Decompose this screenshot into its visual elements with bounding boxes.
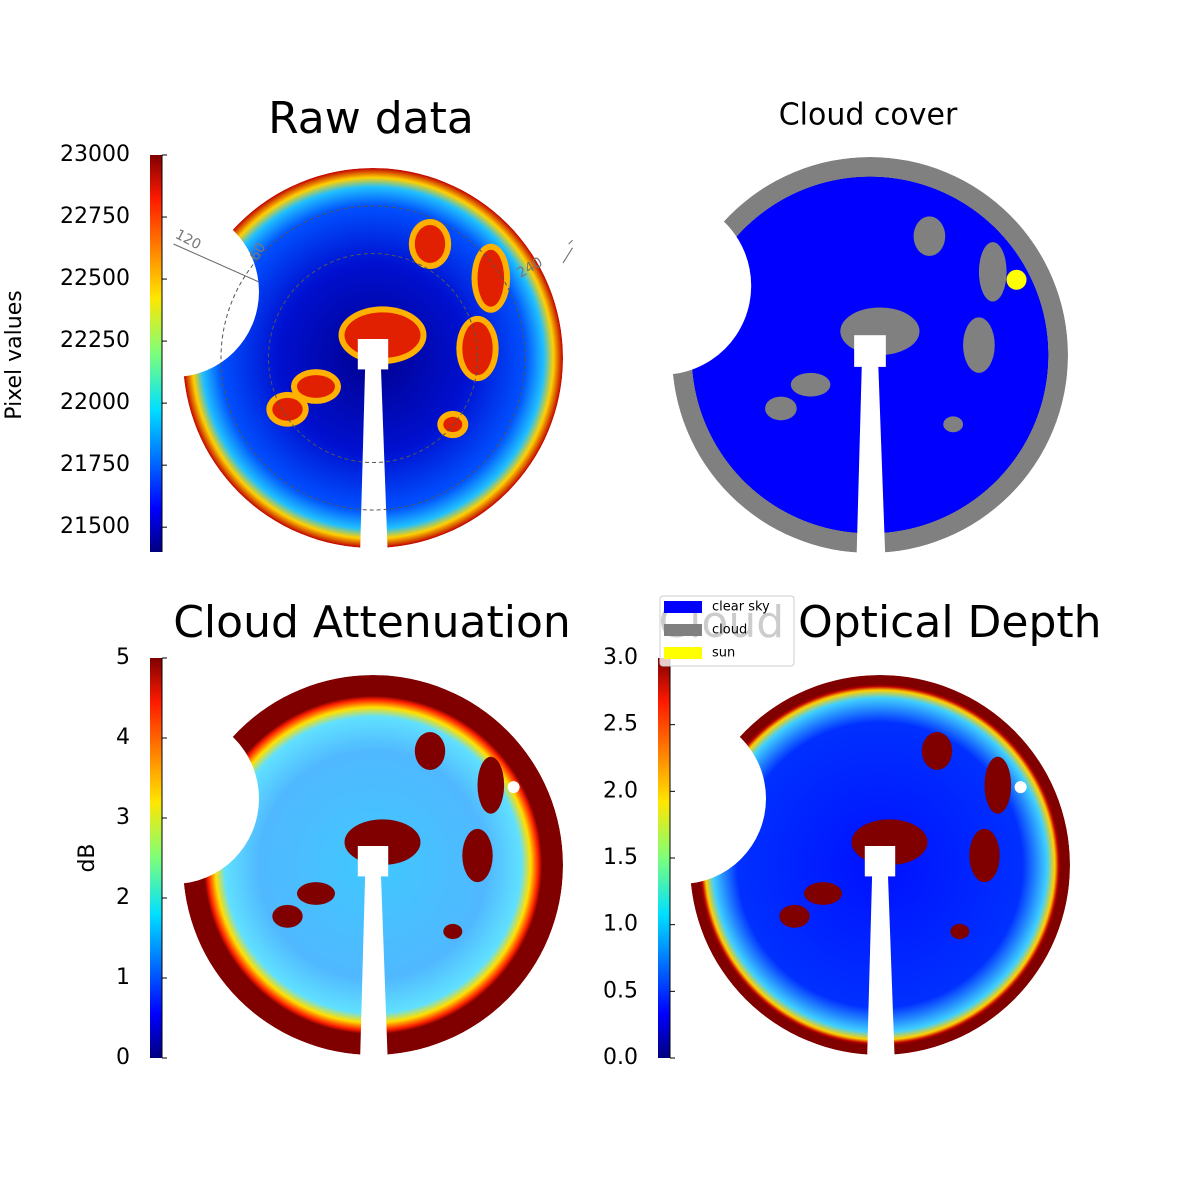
mast-head	[357, 846, 389, 877]
cloud-patch	[943, 416, 964, 433]
cloud-patch	[477, 756, 505, 814]
cloud-patch	[913, 216, 946, 256]
colorbar-tick-label: 4	[116, 725, 130, 750]
cloud-patch	[779, 904, 810, 928]
cloud-patch	[443, 923, 463, 940]
colorbar-tick-label: 5	[116, 645, 130, 670]
colorbar-tick-label: 22750	[60, 204, 130, 229]
colorbar	[658, 658, 670, 1058]
colorbar-tick-label: 1.0	[603, 912, 638, 937]
colorbar-label: Pixel values	[2, 290, 27, 419]
colorbar-tick-label: 22250	[60, 328, 130, 353]
colorbar-tick-label: 22500	[60, 266, 130, 291]
sun-marker	[1014, 781, 1027, 794]
cloud-patch	[969, 828, 1000, 883]
colorbar-label: dB	[75, 843, 100, 872]
legend-label: sun	[712, 646, 735, 661]
polar-spoke	[568, 239, 573, 245]
legend-swatch	[664, 647, 702, 659]
panel-title: Cloud cover	[779, 98, 958, 133]
polar-spoke	[173, 243, 260, 283]
colorbar-tick-label: 3.0	[603, 645, 638, 670]
panel-title: Cloud Attenuation	[173, 597, 571, 648]
colorbar-tick-label: 0.0	[603, 1045, 638, 1070]
cloud-patch	[297, 882, 335, 905]
colorbar-tick-label: 0	[116, 1045, 130, 1070]
polar-spoke	[562, 247, 573, 264]
colorbar-tick-label: 0.5	[603, 978, 638, 1003]
colorbar-tick-label: 2.5	[603, 712, 638, 737]
cloud-patch	[272, 397, 303, 421]
cloud-patch	[272, 904, 303, 928]
legend-swatch	[664, 601, 702, 613]
colorbar	[150, 658, 162, 1058]
cloud-patch	[978, 242, 1007, 302]
cloud-patch	[963, 317, 995, 373]
cloud-patch	[765, 396, 797, 421]
colorbar-tick-label: 1.5	[603, 845, 638, 870]
legend-label: clear sky	[712, 600, 770, 615]
panel-title: Raw data	[268, 93, 474, 144]
cloud-patch	[297, 375, 335, 398]
polar-label: 60	[247, 240, 270, 263]
cloud-patch	[950, 923, 970, 940]
cloud-patch	[414, 732, 446, 770]
colorbar-tick-label: 22000	[60, 390, 130, 415]
colorbar-tick-label: 21750	[60, 452, 130, 477]
mast-head	[357, 339, 389, 370]
polar-label: 120	[172, 227, 203, 254]
colorbar-tick-label: 1	[116, 965, 130, 990]
mast-head	[854, 335, 886, 367]
colorbar	[150, 155, 162, 552]
legend-label: cloud	[712, 623, 747, 638]
colorbar-tick-label: 23000	[60, 142, 130, 167]
cloud-patch	[804, 882, 842, 905]
colorbar-tick-label: 2.0	[603, 778, 638, 803]
mast-head	[864, 846, 896, 877]
cloud-patch	[414, 225, 446, 263]
cloud-patch	[443, 416, 463, 433]
legend-swatch	[664, 624, 702, 636]
cloud-patch	[462, 828, 493, 883]
colorbar-tick-label: 2	[116, 885, 130, 910]
cloud-patch	[790, 372, 831, 397]
colorbar-tick-label: 3	[116, 805, 130, 830]
sun-marker	[507, 781, 520, 794]
polar-ring	[268, 253, 478, 463]
cloud-patch	[477, 249, 505, 307]
sun-marker	[1006, 269, 1027, 290]
cloud-patch	[984, 756, 1012, 814]
legend: clear sky cloud sun	[659, 595, 795, 667]
polar-ring	[220, 205, 526, 511]
colorbar-tick-label: 21500	[60, 514, 130, 539]
cloud-patch	[921, 732, 953, 770]
